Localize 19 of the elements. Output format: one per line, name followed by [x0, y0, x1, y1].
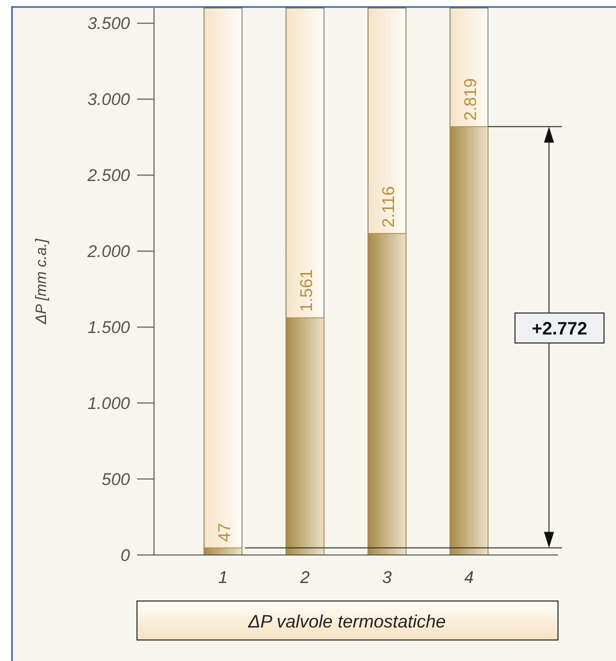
x-axis-title: ΔP valvole termostatiche: [247, 611, 446, 632]
y-tick-label: 3.000: [87, 90, 131, 110]
y-tick-label: 3.500: [87, 14, 131, 34]
y-tick-label: 1.000: [87, 394, 131, 414]
data-label: 47: [215, 522, 234, 542]
y-tick-label: 2.000: [86, 242, 131, 262]
x-tick-label: 3: [382, 568, 392, 587]
annotation: +2.772: [532, 318, 588, 338]
y-tick-label: 500: [102, 470, 131, 489]
x-tick-label: 4: [464, 568, 474, 587]
y-tick-label: 2.500: [86, 166, 131, 186]
data-label: 1.561: [297, 269, 316, 312]
data-label: 2.819: [461, 78, 480, 121]
data-label: 2.116: [379, 186, 398, 228]
y-tick-label: 1.500: [87, 318, 131, 338]
x-tick-label: 2: [299, 568, 310, 587]
x-tick-label: 1: [218, 568, 228, 587]
y-axis-title: ΔP [mm c.a.]: [33, 238, 50, 326]
y-tick-label: 0: [120, 546, 131, 565]
